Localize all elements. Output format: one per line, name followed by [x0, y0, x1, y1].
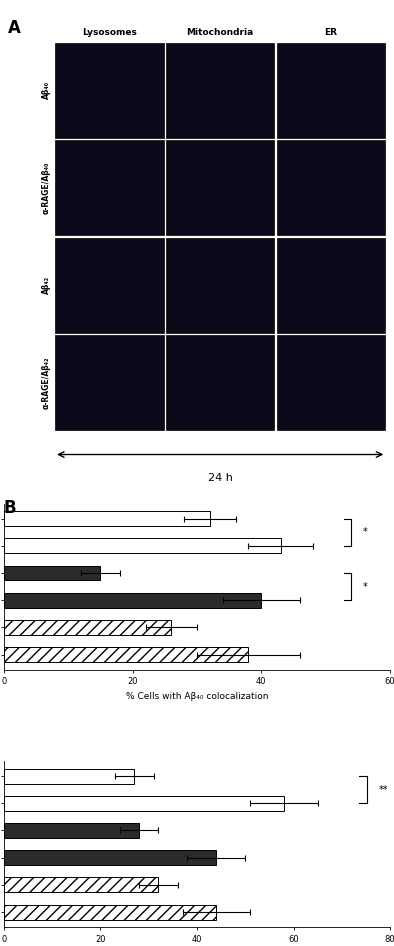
Text: Mitochondria: Mitochondria — [186, 28, 254, 37]
Bar — [4, 768, 134, 783]
Bar — [166, 238, 274, 333]
Bar — [166, 336, 274, 430]
Bar — [55, 238, 164, 333]
Text: α-RAGE/Aβ₄₀: α-RAGE/Aβ₄₀ — [42, 162, 51, 214]
Text: **: ** — [379, 784, 388, 795]
Bar — [4, 850, 216, 866]
Bar — [4, 593, 261, 607]
Text: Aβ₄₀: Aβ₄₀ — [42, 81, 51, 99]
Bar — [4, 796, 284, 811]
Bar — [277, 140, 385, 236]
Bar — [4, 823, 139, 838]
Bar — [55, 43, 164, 138]
Bar — [166, 43, 274, 138]
Bar — [4, 647, 249, 662]
Bar — [55, 336, 164, 430]
Bar — [4, 566, 100, 581]
Bar — [4, 620, 171, 635]
Text: ER: ER — [324, 28, 337, 37]
Bar — [55, 140, 164, 236]
Text: *: * — [363, 582, 368, 591]
Bar — [277, 336, 385, 430]
Text: α-RAGE/Aβ₄₂: α-RAGE/Aβ₄₂ — [42, 357, 51, 409]
Bar — [4, 511, 210, 526]
Text: 24 h: 24 h — [208, 473, 232, 482]
Bar — [277, 238, 385, 333]
Text: *: * — [363, 527, 368, 537]
Bar — [277, 43, 385, 138]
Bar — [4, 538, 281, 553]
Bar — [4, 904, 216, 920]
X-axis label: % Cells with Aβ₄₀ colocalization: % Cells with Aβ₄₀ colocalization — [126, 692, 268, 701]
Text: Lysosomes: Lysosomes — [82, 28, 137, 37]
Text: Aβ₄₂: Aβ₄₂ — [42, 276, 51, 294]
Text: B: B — [4, 499, 17, 517]
Text: A: A — [8, 19, 20, 37]
Bar — [4, 877, 158, 892]
Bar — [166, 140, 274, 236]
